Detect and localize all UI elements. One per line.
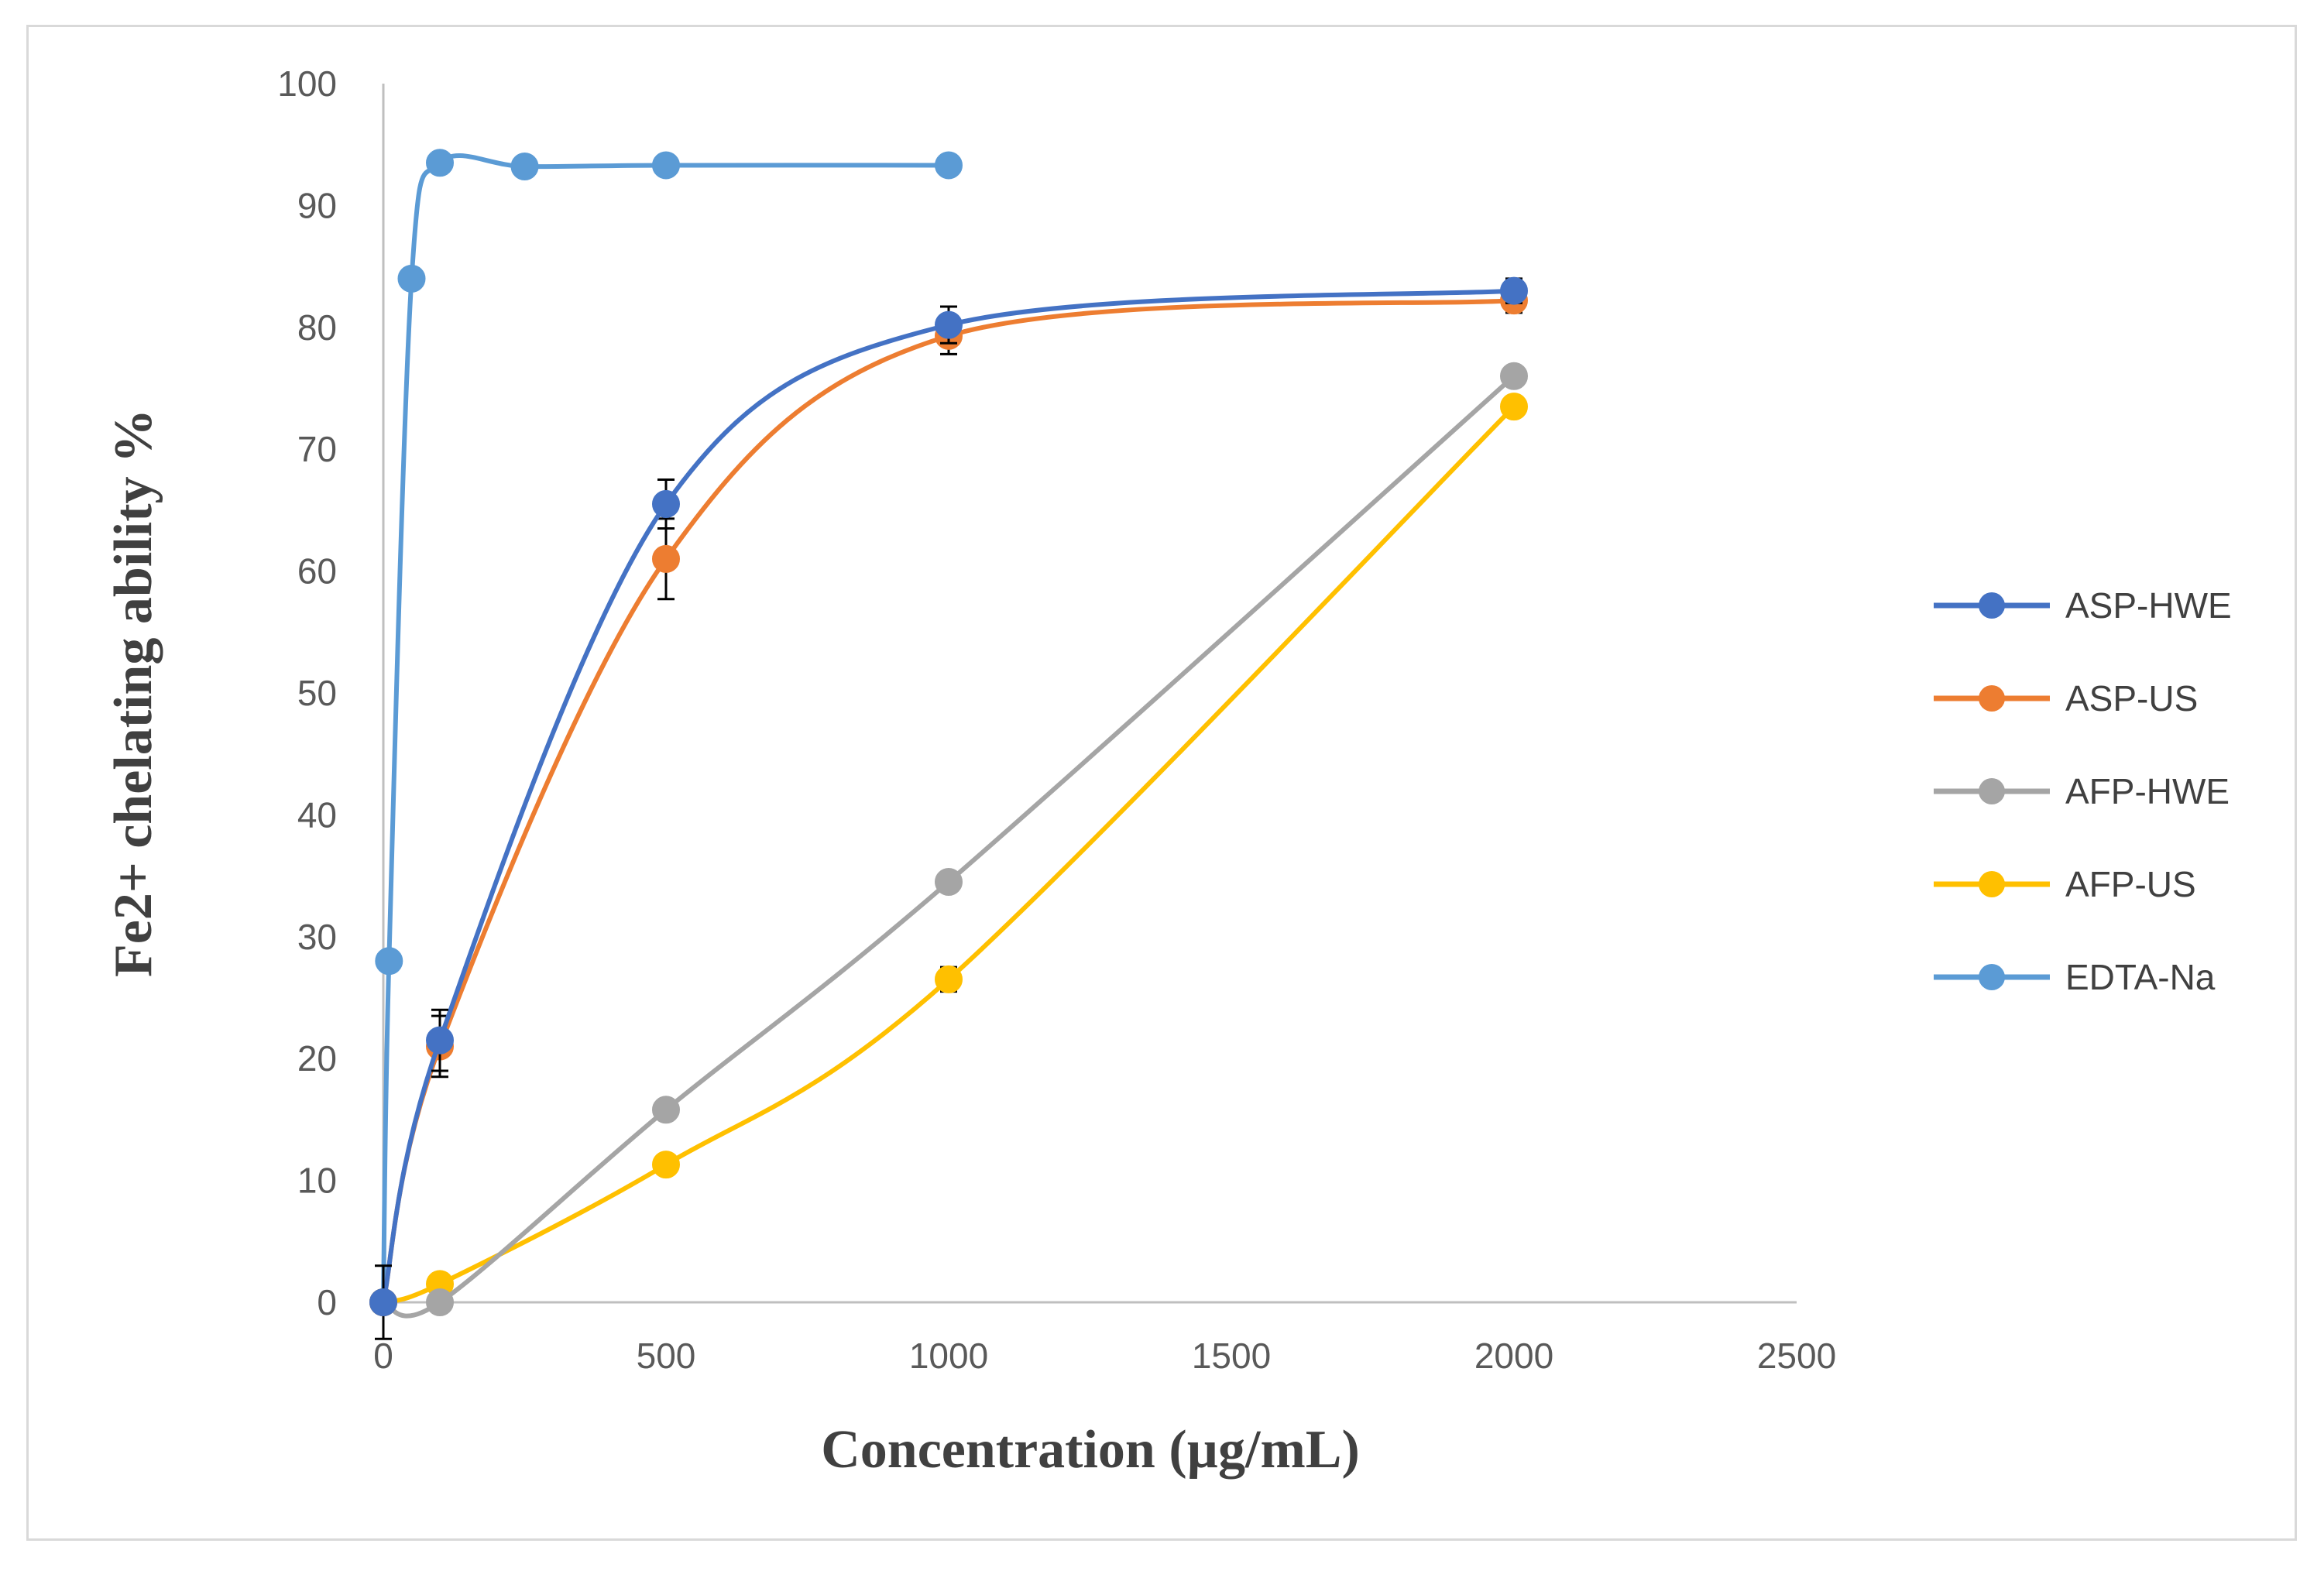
data-point — [652, 544, 680, 573]
legend-label: AFP-HWE — [2065, 771, 2230, 811]
data-point — [375, 947, 403, 976]
x-axis-title: Concentration (µg/mL) — [821, 1420, 1360, 1480]
series-edta-na — [369, 149, 963, 1316]
data-point — [1500, 362, 1528, 390]
data-point — [652, 151, 680, 180]
series-line-edta-na — [381, 153, 951, 1305]
legend-item-edta-na: EDTA-Na — [1934, 957, 2216, 997]
data-point — [935, 867, 963, 896]
legend: ASP-HWE ASP-US AFP-HWE AFP-US EDTA-Na — [1934, 585, 2232, 997]
y-tick-label: 20 — [297, 1038, 337, 1079]
series-asp-hwe — [369, 276, 1528, 1340]
y-tick-label: 10 — [297, 1161, 337, 1201]
x-tick-label: 2000 — [1474, 1336, 1553, 1376]
x-tick-label: 2500 — [1757, 1336, 1836, 1376]
data-point — [652, 490, 680, 519]
y-tick-label: 70 — [297, 429, 337, 469]
legend-marker — [1979, 778, 2005, 804]
y-tick-label: 100 — [277, 63, 337, 104]
data-point — [652, 1096, 680, 1124]
y-tick-label: 80 — [297, 307, 337, 348]
y-tick-label: 30 — [297, 917, 337, 957]
legend-label: EDTA-Na — [2065, 957, 2216, 997]
y-tick-label: 90 — [297, 185, 337, 225]
legend-marker — [1979, 592, 2005, 619]
data-point — [935, 310, 963, 339]
data-point — [369, 1288, 397, 1316]
y-tick-label: 0 — [317, 1282, 337, 1322]
data-point — [935, 151, 963, 180]
y-tick-label: 50 — [297, 673, 337, 713]
axes — [382, 84, 1797, 1304]
series-afp-hwe — [369, 362, 1528, 1319]
data-point — [510, 153, 539, 181]
y-tick-label: 40 — [297, 794, 337, 835]
x-tick-label: 1500 — [1192, 1336, 1271, 1376]
x-tick-labels: 0 500 1000 1500 2000 2500 — [373, 1336, 1836, 1376]
data-point — [652, 1151, 680, 1179]
legend-label: ASP-HWE — [2065, 585, 2232, 626]
series-asp-us — [369, 286, 1528, 1316]
series-line-asp-hwe — [381, 288, 1516, 1305]
data-point — [1500, 393, 1528, 421]
legend-item-afp-us: AFP-US — [1934, 864, 2196, 904]
series-layer — [369, 149, 1528, 1340]
legend-item-asp-hwe: ASP-HWE — [1934, 585, 2232, 626]
legend-item-asp-us: ASP-US — [1934, 678, 2198, 719]
legend-marker — [1979, 964, 2005, 990]
legend-label: AFP-US — [2065, 864, 2196, 904]
data-point — [426, 1288, 454, 1316]
data-point — [397, 264, 426, 293]
x-tick-label: 1000 — [909, 1336, 988, 1376]
data-point — [426, 149, 454, 177]
legend-marker — [1979, 871, 2005, 897]
series-line-asp-us — [381, 298, 1516, 1305]
series-line-afp-hwe — [381, 373, 1516, 1319]
x-tick-label: 0 — [373, 1336, 393, 1376]
y-axis-title: Fe2+ chelating ability % — [104, 409, 163, 977]
data-point — [935, 965, 963, 993]
x-tick-label: 500 — [637, 1336, 696, 1376]
legend-marker — [1979, 685, 2005, 712]
legend-label: ASP-US — [2065, 678, 2198, 719]
y-tick-label: 60 — [297, 551, 337, 592]
y-tick-labels: 0 10 20 30 40 50 60 70 80 90 100 — [277, 63, 337, 1322]
data-point — [1500, 276, 1528, 305]
data-point — [426, 1026, 454, 1055]
series-line-afp-us — [381, 404, 1516, 1305]
legend-item-afp-hwe: AFP-HWE — [1934, 771, 2230, 811]
series-afp-us — [369, 393, 1528, 1316]
